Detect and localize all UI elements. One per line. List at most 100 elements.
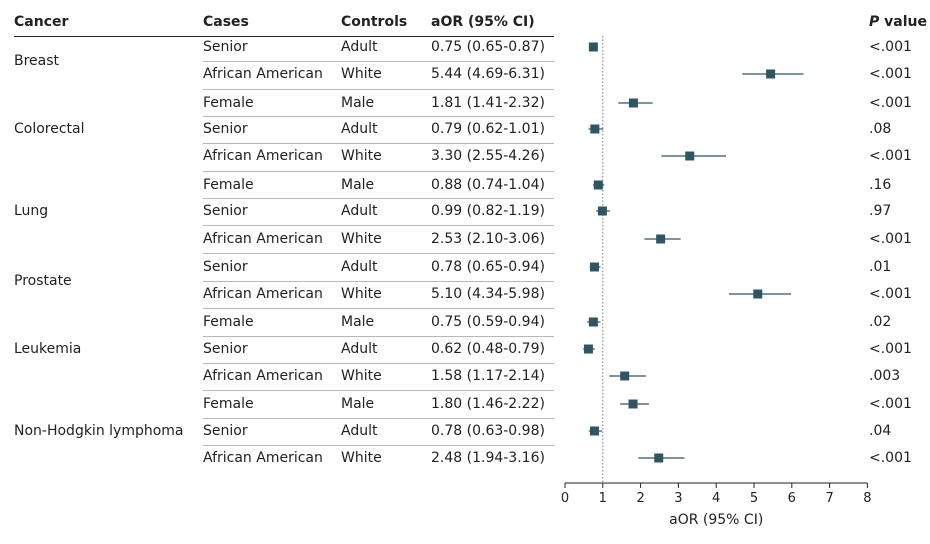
row-divider	[203, 336, 554, 337]
p-value-cell: .003	[869, 368, 901, 384]
point-estimate-marker	[590, 124, 600, 134]
cases-cell: African American	[203, 368, 323, 384]
cancer-group-label: Prostate	[14, 272, 72, 289]
cases-cell: Senior	[203, 121, 248, 137]
p-value-cell: <.001	[869, 231, 912, 247]
point-estimate-marker	[588, 42, 598, 52]
row-divider	[203, 116, 554, 117]
p-value-cell: .01	[869, 259, 892, 275]
cases-cell: African American	[203, 148, 323, 164]
point-estimate-marker	[597, 206, 607, 216]
point-estimate-marker	[589, 426, 599, 436]
point-estimate-marker	[753, 289, 763, 299]
point-estimate-marker	[583, 344, 593, 354]
row-divider	[203, 418, 554, 419]
header-p-value: P value	[869, 14, 927, 30]
x-axis-tick-label: 5	[750, 491, 758, 506]
controls-cell: White	[341, 148, 382, 164]
cases-cell: African American	[203, 231, 323, 247]
aor-cell: 3.30 (2.55-4.26)	[431, 148, 545, 164]
x-axis-tick-label: 4	[712, 491, 720, 506]
controls-cell: Male	[341, 314, 375, 330]
aor-cell: 0.78 (0.65-0.94)	[431, 259, 545, 275]
x-axis-label: aOR (95% CI)	[669, 512, 763, 528]
controls-cell: Male	[341, 95, 375, 111]
p-value-cell: .02	[869, 314, 892, 330]
aor-cell: 0.62 (0.48-0.79)	[431, 341, 545, 357]
x-axis-tick-label: 6	[788, 491, 796, 506]
p-value-cell: <.001	[869, 148, 912, 164]
point-estimate-marker	[588, 317, 598, 327]
p-value-cell: <.001	[869, 95, 912, 111]
cases-cell: African American	[203, 66, 323, 82]
x-axis-tick-label: 1	[599, 491, 607, 506]
cases-cell: Senior	[203, 423, 248, 439]
p-value-cell: .16	[869, 177, 892, 193]
row-divider	[203, 253, 554, 254]
controls-cell: White	[341, 231, 382, 247]
row-divider	[203, 171, 554, 172]
cases-cell: African American	[203, 450, 323, 466]
aor-cell: 0.79 (0.62-1.01)	[431, 121, 545, 137]
cases-cell: Senior	[203, 203, 248, 219]
point-estimate-marker	[589, 262, 599, 272]
cancer-group-label: Non-Hodgkin lymphoma	[14, 423, 184, 439]
aor-cell: 1.80 (1.46-2.22)	[431, 396, 545, 412]
point-estimate-marker	[766, 69, 776, 79]
x-axis-tick-label: 8	[863, 491, 871, 506]
cases-cell: African American	[203, 286, 323, 302]
p-value-cell: .04	[869, 423, 892, 439]
aor-cell: 0.99 (0.82-1.19)	[431, 203, 545, 219]
cancer-group-label: Colorectal	[14, 121, 85, 137]
controls-cell: Adult	[341, 423, 378, 439]
header-rule	[14, 36, 554, 37]
row-divider	[203, 61, 554, 62]
header-p-italic: P	[869, 14, 880, 30]
cases-cell: Senior	[203, 39, 248, 55]
controls-cell: Male	[341, 396, 375, 412]
p-value-cell: <.001	[869, 286, 912, 302]
row-divider	[203, 225, 554, 226]
row-divider	[203, 390, 554, 391]
p-value-cell: <.001	[869, 39, 912, 55]
p-value-cell: <.001	[869, 341, 912, 357]
point-estimate-marker	[654, 453, 664, 463]
aor-cell: 1.58 (1.17-2.14)	[431, 368, 545, 384]
p-value-cell: .97	[869, 203, 892, 219]
header-cancer: Cancer	[14, 14, 69, 30]
controls-cell: White	[341, 450, 382, 466]
cases-cell: Senior	[203, 341, 248, 357]
controls-cell: Adult	[341, 259, 378, 275]
aor-cell: 5.10 (4.34-5.98)	[431, 286, 545, 302]
p-value-cell: <.001	[869, 396, 912, 412]
cancer-group-label: Breast	[14, 52, 60, 69]
controls-cell: Adult	[341, 121, 378, 137]
controls-cell: White	[341, 368, 382, 384]
cases-cell: Female	[203, 396, 254, 412]
row-divider	[203, 143, 554, 144]
x-axis-tick-label: 7	[825, 491, 833, 506]
row-divider	[203, 308, 554, 309]
point-estimate-marker	[628, 399, 638, 409]
aor-cell: 1.81 (1.41-2.32)	[431, 95, 545, 111]
cases-cell: Female	[203, 95, 254, 111]
point-estimate-marker	[685, 151, 695, 161]
controls-cell: Male	[341, 177, 375, 193]
aor-cell: 5.44 (4.69-6.31)	[431, 66, 545, 82]
cases-cell: Female	[203, 314, 254, 330]
header-p-rest: value	[879, 14, 927, 30]
row-divider	[203, 198, 554, 199]
point-estimate-marker	[628, 98, 638, 108]
controls-cell: Adult	[341, 203, 378, 219]
cases-cell: Senior	[203, 259, 248, 275]
cancer-group-label: Leukemia	[14, 341, 82, 357]
controls-cell: Adult	[341, 341, 378, 357]
aor-cell: 0.78 (0.63-0.98)	[431, 423, 545, 439]
aor-cell: 0.88 (0.74-1.04)	[431, 177, 545, 193]
aor-cell: 0.75 (0.65-0.87)	[431, 39, 545, 55]
p-value-cell: <.001	[869, 450, 912, 466]
x-axis-tick-label: 3	[674, 491, 682, 506]
header-aor: aOR (95% CI)	[431, 14, 535, 30]
row-divider	[203, 281, 554, 282]
